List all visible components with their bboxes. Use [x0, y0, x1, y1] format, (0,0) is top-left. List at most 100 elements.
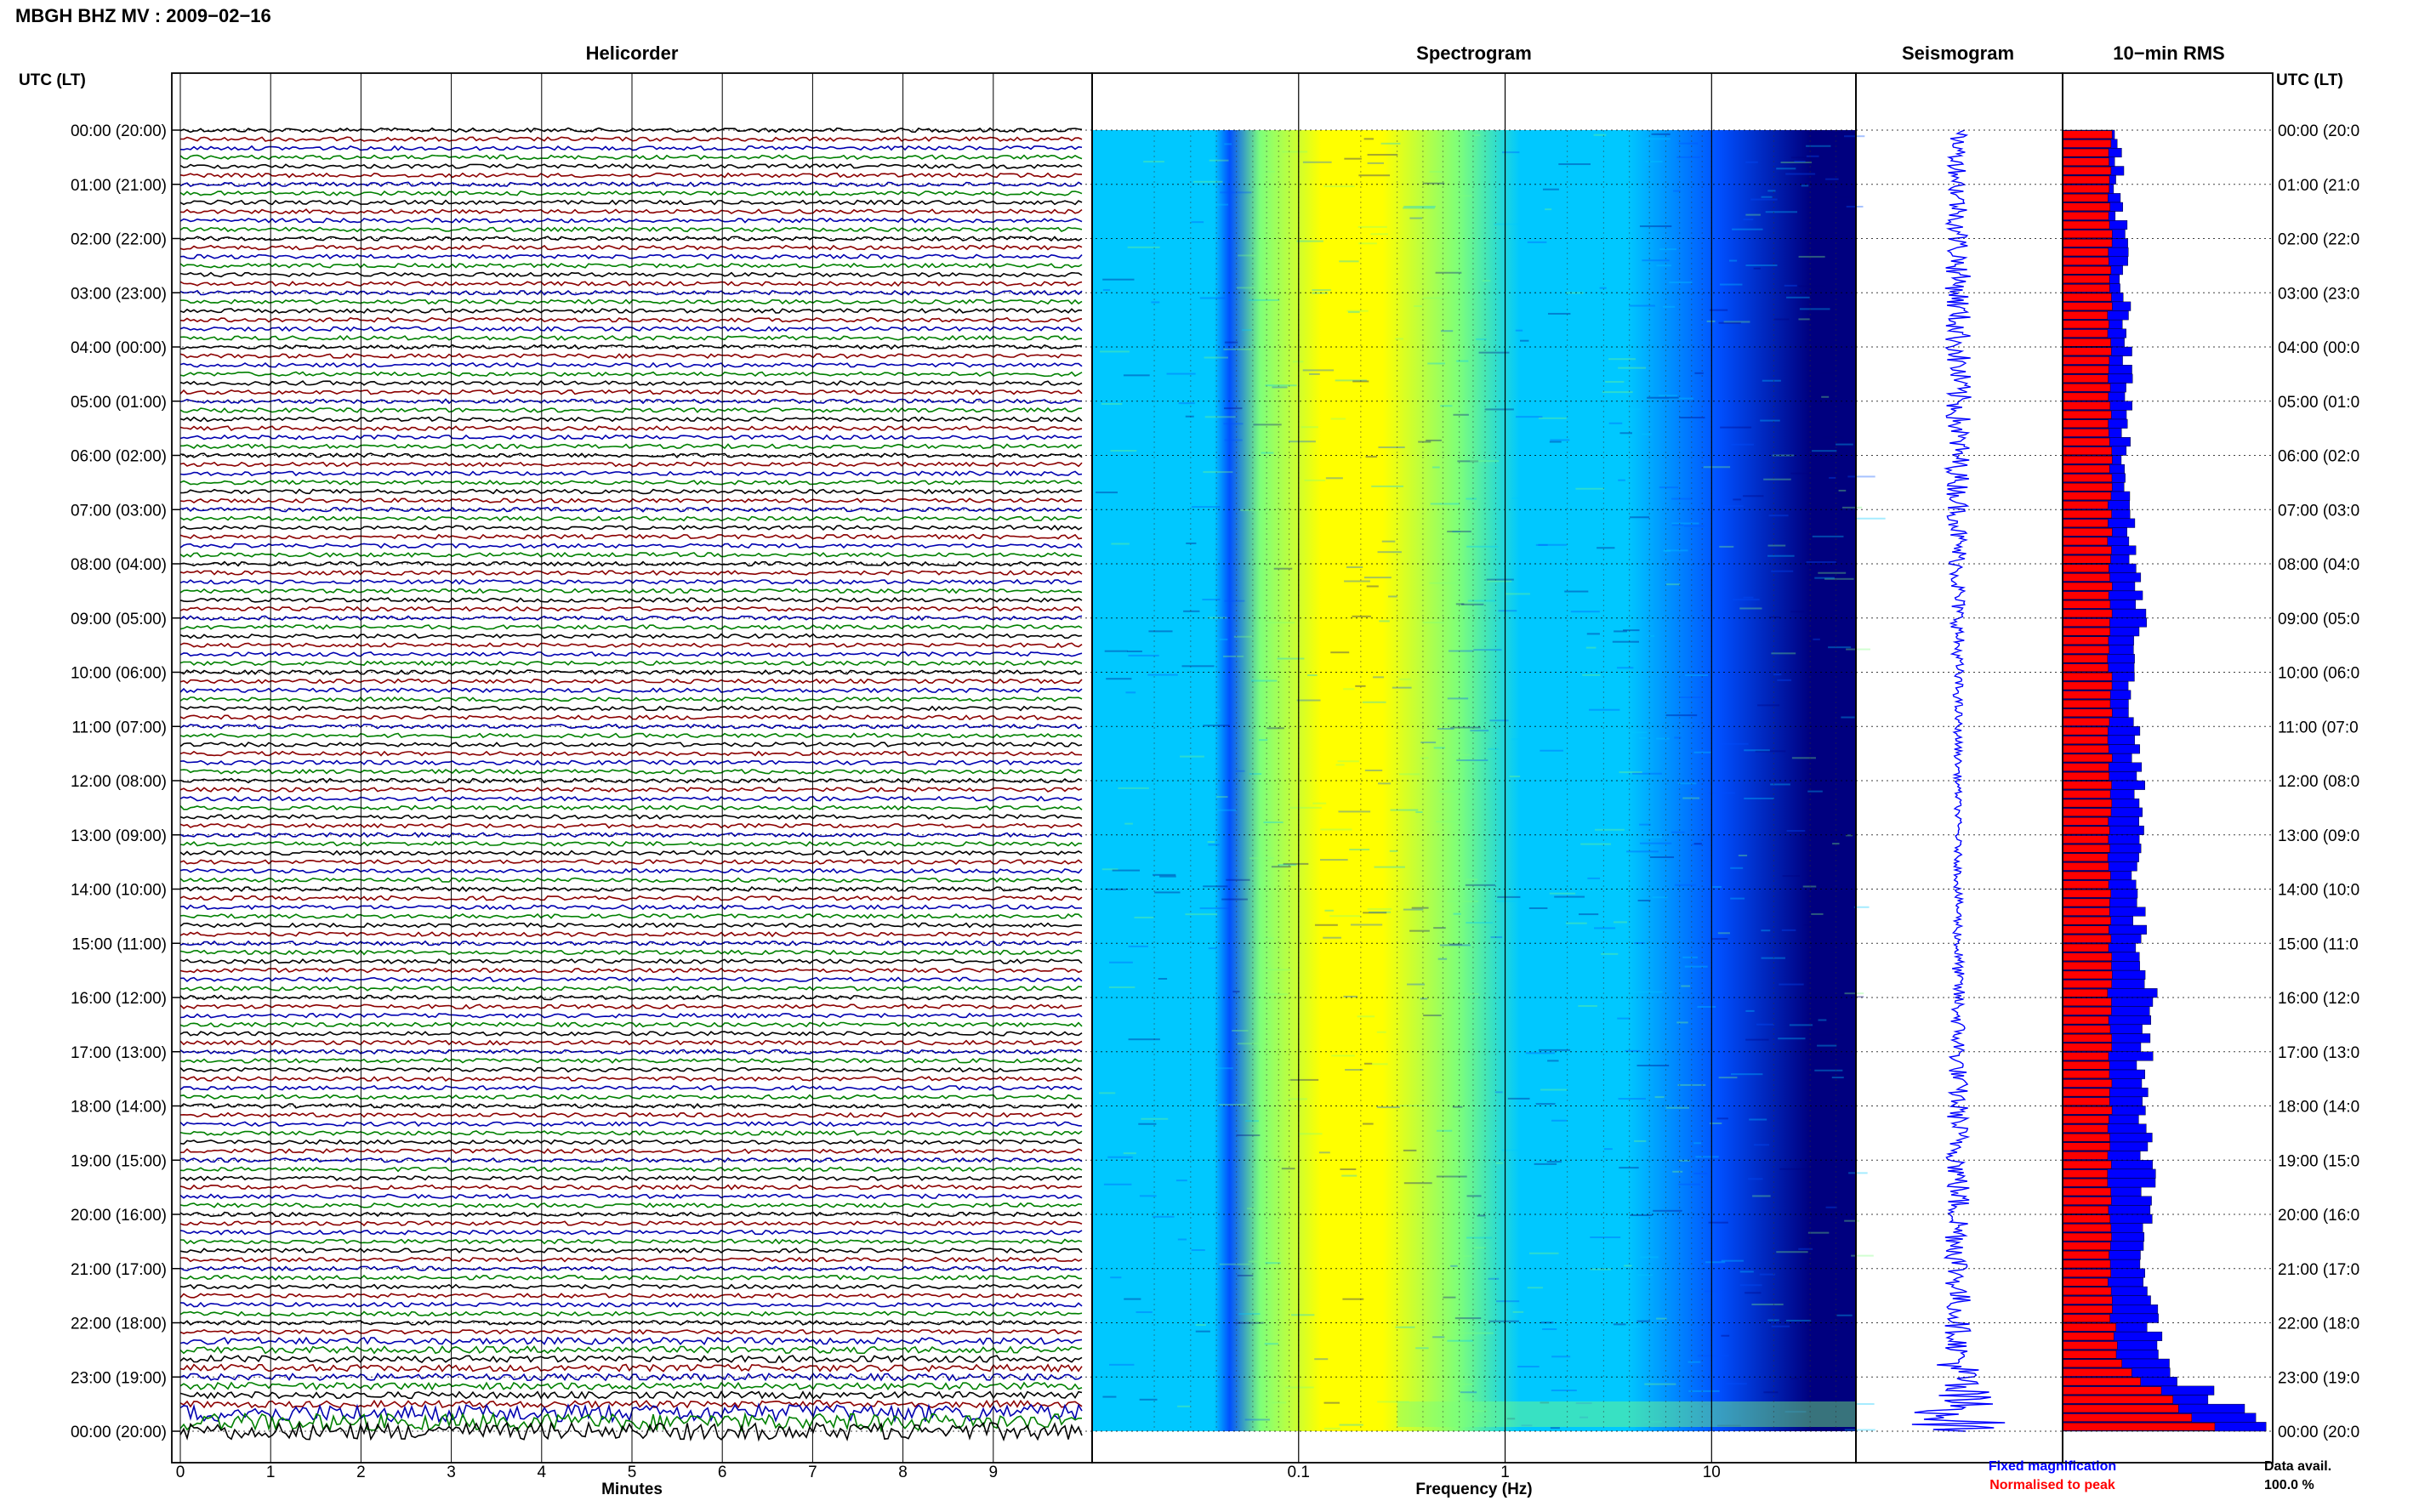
rms-bar-normalised — [2062, 1007, 2112, 1015]
rms-bar-normalised — [2062, 835, 2109, 844]
spectrogram-speckle — [1768, 514, 1789, 517]
spectrogram-speckle — [1629, 304, 1655, 307]
spectrogram-speckle — [1110, 1276, 1122, 1279]
spectrogram-speckle — [1178, 402, 1195, 405]
helicorder-trace — [179, 578, 1083, 585]
spectrogram-speckle — [1466, 992, 1479, 995]
spectrogram-speckle — [1665, 1106, 1690, 1109]
helicorder-trace — [179, 1274, 1083, 1281]
spectrogram-speckle — [1539, 562, 1551, 565]
spectrogram-speckle — [1128, 1038, 1160, 1041]
spectrogram-speckle — [1525, 1052, 1556, 1054]
spectrogram-speckle — [1414, 305, 1423, 308]
rms-bar-normalised — [2062, 1413, 2193, 1422]
rms-bar-normalised — [2062, 1323, 2116, 1332]
rms-bar-normalised — [2062, 1151, 2109, 1160]
spectrogram-speckle — [1602, 391, 1633, 394]
spectrogram-x-tick: 1 — [1500, 1464, 1510, 1481]
spectrogram-speckle — [1250, 679, 1278, 682]
rms-bar-normalised — [2062, 573, 2110, 582]
spectrogram-speckle — [1649, 856, 1675, 859]
spectrogram-speckle — [1776, 1251, 1808, 1253]
spectrogram-speckle — [1813, 638, 1820, 640]
time-label-left: 14:00 (10:00) — [71, 882, 167, 900]
helicorder-trace — [179, 976, 1083, 983]
helicorder-trace — [179, 488, 1083, 495]
seismogram-trace — [1911, 129, 2006, 1432]
spectrogram-speckle — [1484, 408, 1514, 411]
spectrogram-speckle — [1844, 1219, 1860, 1222]
spectrogram-speckle — [1433, 927, 1446, 929]
spectrogram-speckle — [1329, 915, 1361, 918]
spectrogram-speckle — [1461, 603, 1484, 605]
spectrogram-speckle — [1719, 545, 1734, 548]
helicorder-trace — [179, 389, 1083, 395]
spectrogram-speckle — [1538, 543, 1568, 546]
spectrogram-speckle — [1235, 770, 1245, 772]
spectrogram-speckle — [1271, 866, 1291, 868]
spectrogram-speckle — [1770, 783, 1790, 786]
helicorder-x-tick: 9 — [989, 1464, 999, 1481]
helicorder-trace — [179, 543, 1083, 549]
spectrogram-speckle — [1806, 155, 1819, 157]
spectrogram-speckle — [1812, 535, 1844, 537]
spectrogram-speckle — [1177, 1405, 1191, 1407]
spectrogram-speckle — [1196, 151, 1213, 154]
rms-bar-normalised — [2062, 1404, 2179, 1413]
spectrogram-speckle — [1695, 1156, 1719, 1158]
spectrogram-speckle — [1306, 674, 1318, 677]
spectrogram-speckle — [1283, 862, 1309, 865]
spectrogram-speckle — [1767, 544, 1786, 547]
spectrogram-speckle — [1168, 526, 1197, 528]
rms-bar-normalised — [2062, 790, 2111, 799]
spectrogram-speckle — [1825, 1206, 1837, 1208]
time-label-left: 22:00 (18:00) — [71, 1316, 167, 1333]
spectrogram-speckle — [1362, 1123, 1374, 1125]
rms-bar-normalised — [2062, 808, 2112, 816]
spectrogram-speckle — [1423, 1015, 1442, 1017]
spectrogram-speckle — [1366, 585, 1379, 588]
spectrogram-speckle — [1266, 622, 1295, 624]
helicorder-trace — [179, 361, 1083, 368]
rms-bar-normalised — [2062, 1124, 2109, 1133]
spectrogram-speckle — [1272, 386, 1288, 389]
spectrogram-speckle — [1612, 640, 1639, 643]
spectrogram-speckle — [1258, 937, 1274, 940]
time-label-right: 03:00 (23:0 — [2278, 285, 2359, 303]
utc-label-left: UTC (LT) — [19, 71, 86, 89]
helicorder-trace — [179, 1094, 1083, 1100]
rms-bar-normalised — [2062, 1386, 2162, 1395]
spectrogram-speckle — [1681, 985, 1690, 987]
time-label-left: 02:00 (22:00) — [71, 231, 167, 249]
spectrogram-speckle — [1798, 285, 1825, 287]
spectrogram-speckle — [1352, 615, 1371, 617]
spectrogram-speckle — [1357, 225, 1387, 228]
spectrogram-speckle — [1549, 441, 1562, 443]
spectrogram-speckle — [1453, 912, 1461, 915]
helicorder-trace — [179, 199, 1083, 206]
rms-bar-normalised — [2062, 591, 2109, 600]
rms-bar-normalised — [2062, 456, 2113, 464]
spectrogram-speckle — [1582, 674, 1601, 676]
spectrogram-speckle — [1362, 701, 1386, 703]
spectrogram-speckle — [1677, 782, 1697, 785]
rms-bar-normalised — [2062, 1179, 2109, 1187]
helicorder-trace — [179, 750, 1083, 757]
spectrogram-speckle — [1618, 479, 1625, 481]
helicorder-trace — [179, 642, 1083, 648]
spectrogram-speckle — [1794, 160, 1806, 162]
spectrogram-speckle — [1203, 885, 1228, 888]
spectrogram-speckle — [1565, 922, 1587, 924]
spectrogram-speckle — [1679, 417, 1705, 419]
spectrogram-speckle — [1763, 478, 1791, 480]
spectrogram-speckle — [1822, 436, 1845, 439]
spectrogram-speckle — [1282, 151, 1308, 153]
helicorder-x-tick: 8 — [898, 1464, 908, 1481]
spectrogram-speckle — [1452, 1106, 1463, 1108]
spectrogram-speckle — [1298, 1133, 1323, 1135]
rms-bar-normalised — [2062, 645, 2109, 654]
spectrogram-speckle — [1248, 1260, 1269, 1263]
helicorder-trace — [179, 1202, 1083, 1208]
helicorder-trace — [179, 1248, 1083, 1253]
spectrogram-speckle — [1665, 714, 1698, 717]
